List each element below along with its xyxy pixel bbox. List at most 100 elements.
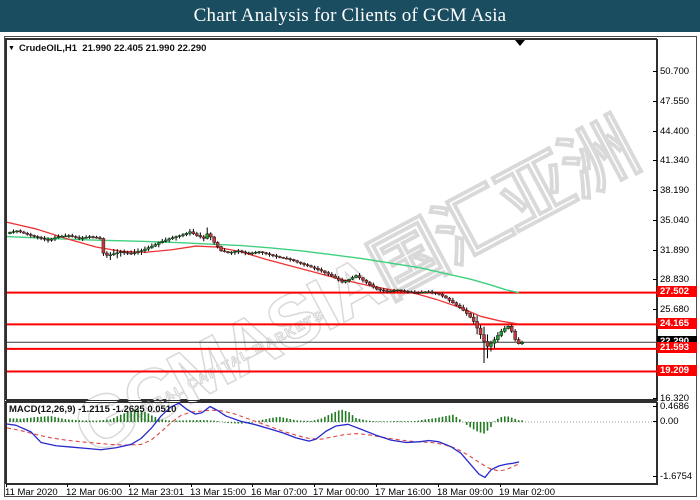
price-tick-label: 25.680 [660, 303, 690, 315]
scale-tick-mark [653, 219, 657, 221]
candle-body [80, 237, 85, 240]
price-tick-label: 41.340 [660, 155, 690, 167]
candle-body [215, 242, 220, 247]
candle-body [122, 251, 126, 254]
candle-body [437, 292, 441, 295]
scale-tick-mark [653, 100, 657, 102]
candle-body [229, 251, 234, 254]
candlestick-plot[interactable] [6, 39, 658, 401]
candle-body [330, 274, 334, 277]
candle-body [240, 250, 244, 253]
chevron-down-icon[interactable]: ▼ [8, 45, 15, 52]
candle-body [153, 244, 158, 247]
candle-body [87, 236, 92, 238]
candle-body [406, 291, 410, 293]
candle-body [350, 277, 355, 280]
candle-body [298, 261, 303, 264]
title-bar: Chart Analysis for Clients of GCM Asia [0, 0, 700, 32]
candle-body [18, 230, 23, 233]
candle-body [15, 230, 19, 233]
candle-body [426, 291, 431, 294]
price-tick-label: 28.830 [660, 274, 690, 285]
chart-shift-marker-icon [515, 40, 525, 46]
candle-body [471, 316, 476, 322]
candle-body [222, 250, 227, 253]
candle-body [94, 236, 99, 239]
candle-body [67, 235, 71, 237]
symbol-label: CrudeOIL,H1 [18, 43, 77, 54]
candle-body [395, 289, 400, 292]
candle-body [433, 292, 438, 294]
macd-plot[interactable] [6, 402, 658, 485]
candle-body [492, 339, 497, 344]
candle-body [160, 241, 164, 244]
ohlc-values: 21.990 22.405 21.990 22.290 [82, 43, 207, 54]
ma-fast-line [6, 221, 520, 325]
candle-body [181, 234, 185, 236]
ma-slow-line [6, 235, 520, 294]
candle-body [368, 282, 372, 285]
time-tick-mark [129, 484, 130, 487]
macd-pane-border [6, 402, 658, 485]
time-tick-label: 12 Mar 23:01 [128, 487, 184, 498]
candle-body [402, 290, 407, 292]
candle-body [274, 255, 279, 257]
candle-body [63, 235, 68, 238]
candle-body [319, 269, 324, 272]
candle-body [378, 288, 382, 291]
candle-body [195, 233, 199, 236]
level-price-tag: 27.502 [657, 286, 697, 298]
candle-body [170, 237, 175, 240]
candle-body [146, 247, 151, 250]
macd-tick-label: 0.4686 [660, 400, 690, 412]
candle-body [489, 342, 493, 347]
candle-body [288, 258, 292, 260]
candle-body [343, 280, 348, 283]
scale-tick-mark [653, 308, 657, 310]
candle-body [458, 304, 462, 308]
scale-tick-mark [653, 71, 657, 72]
scale-tick-mark [653, 421, 657, 422]
price-tick-label: 47.550 [660, 95, 690, 107]
candle-body [105, 252, 109, 256]
candle-body [167, 238, 171, 241]
candle-body [371, 284, 375, 288]
candle-body [465, 310, 469, 314]
candle-body [163, 239, 168, 242]
main-pane-border [6, 39, 658, 401]
price-tick-label: 35.040 [660, 214, 690, 226]
candle-body [60, 236, 64, 238]
candle-body [451, 300, 455, 303]
candle-body [444, 295, 448, 299]
candle-body [468, 313, 472, 318]
price-tick-label: 38.190 [660, 184, 690, 196]
price-scale[interactable]: 50.700 47.550 44.400 41.340 38.190 35.040 31.8… [653, 38, 699, 484]
time-tick-label: 19 Mar 02:00 [499, 487, 555, 498]
price-tick-label: 44.400 [660, 125, 690, 137]
time-tick-label: 13 Mar 15:00 [190, 487, 246, 498]
candle-body [202, 236, 206, 239]
candle-body [198, 235, 203, 238]
candle-body [503, 328, 507, 332]
candle-body [101, 238, 106, 254]
candle-body [219, 246, 223, 252]
candle-body [46, 239, 50, 241]
candle-body [385, 290, 389, 293]
price-tick-label: 31.890 [660, 244, 690, 256]
candle-body [236, 250, 241, 253]
macd-indicator-canvas[interactable] [5, 401, 658, 485]
candle-body [499, 331, 504, 336]
candle-body [49, 238, 54, 241]
time-scale[interactable]: 11 Mar 2020 12 Mar 06:00 12 Mar 23:01 13 Ma… [0, 484, 700, 498]
time-tick-label: 17 Mar 16:00 [375, 487, 431, 498]
scale-tick-mark [653, 249, 657, 251]
candle-body [139, 250, 144, 252]
candle-body [485, 340, 490, 347]
candle-body [423, 291, 427, 294]
main-chart-canvas[interactable]: GCMASIA国汇亚洲 GLOBAL CAPITAL MARKETS [5, 38, 658, 471]
candle-body [129, 252, 133, 255]
macd-tick-label: 0.00 [660, 416, 679, 427]
candle-body [112, 253, 116, 256]
candle-body [295, 260, 299, 263]
